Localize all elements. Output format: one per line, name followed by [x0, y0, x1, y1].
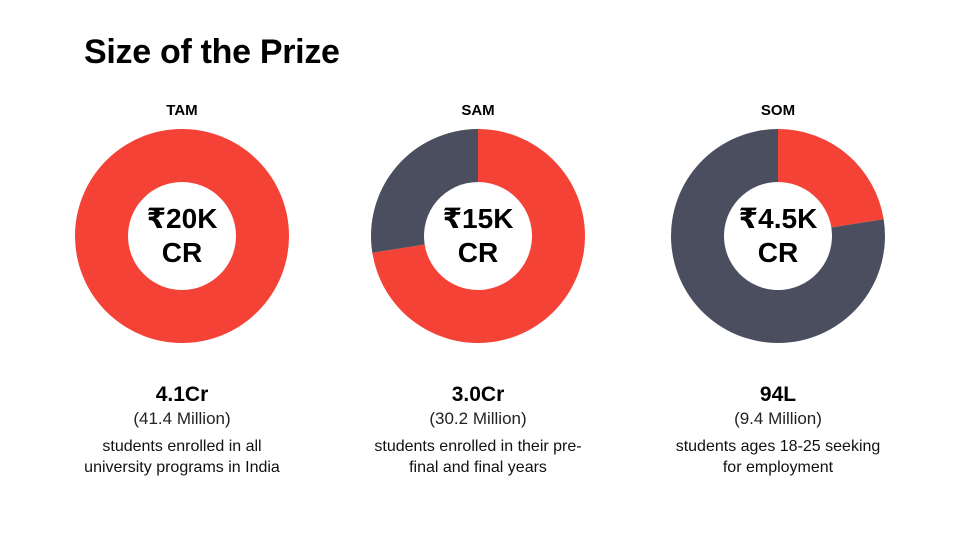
- donut-slice-0: [778, 129, 884, 228]
- stat-subvalue: (9.4 Million): [734, 409, 822, 428]
- tam-column: TAM ₹20K CR 4.1Cr (41.4 Million) student…: [62, 100, 302, 476]
- donut-slice-1: [371, 129, 478, 253]
- donut-label: SOM: [760, 102, 796, 119]
- stat-description: students enrolled in all university prog…: [84, 438, 280, 476]
- tam-donut-chart: [75, 129, 289, 343]
- som-column: SOM ₹4.5K CR 94L (9.4 Million) students …: [658, 100, 898, 476]
- center-amount: ₹4.5K: [738, 203, 818, 234]
- stat-description: students ages 18-25 seeking for employme…: [675, 438, 881, 476]
- donut-slice-1: [671, 129, 885, 343]
- donut-label: SAM: [461, 102, 495, 119]
- center-amount: ₹20K: [146, 203, 218, 234]
- donut-center-value: ₹15K CR: [370, 128, 586, 344]
- donut-center-value: ₹20K CR: [74, 128, 290, 344]
- sam-column: SAM ₹15K CR 3.0Cr (30.2 Million) student…: [358, 100, 598, 476]
- donut-slice-0: [75, 129, 289, 343]
- stat-description: students enrolled in their pre-final and…: [374, 438, 582, 476]
- som-donut-chart: [671, 129, 885, 343]
- stat-value: 94L: [759, 383, 797, 406]
- center-unit: CR: [457, 237, 499, 268]
- sam-donut-chart: [371, 129, 585, 343]
- stat-subvalue: (41.4 Million): [133, 409, 231, 428]
- stat-value: 4.1Cr: [155, 383, 209, 406]
- donut-slice-0: [372, 129, 585, 343]
- donut-center-value: ₹4.5K CR: [670, 128, 886, 344]
- center-unit: CR: [161, 237, 203, 268]
- page-title: Size of the Prize: [84, 33, 340, 71]
- center-unit: CR: [757, 237, 799, 268]
- stat-subvalue: (30.2 Million): [429, 409, 527, 428]
- donut-label: TAM: [166, 102, 198, 119]
- center-amount: ₹15K: [442, 203, 514, 234]
- stat-value: 3.0Cr: [451, 383, 505, 406]
